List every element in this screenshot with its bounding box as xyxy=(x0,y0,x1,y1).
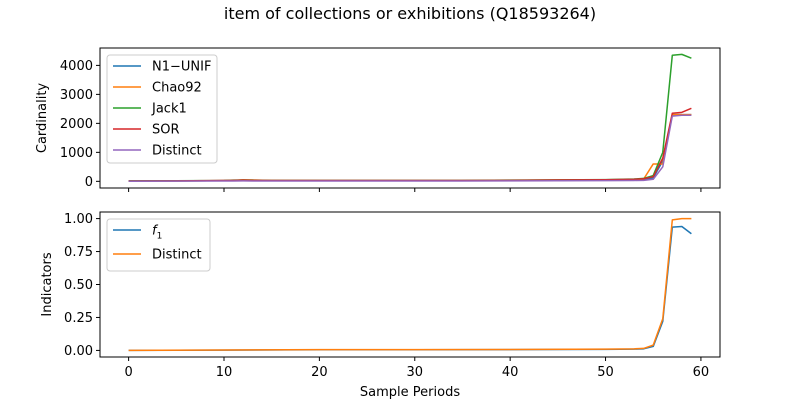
y-tick-label: 0.75 xyxy=(64,245,93,260)
y-axis-label: Cardinality xyxy=(35,83,50,154)
x-tick-label: 0 xyxy=(124,365,132,380)
x-tick-label: 50 xyxy=(597,365,614,380)
x-tick-label: 20 xyxy=(311,365,328,380)
cardinality-chart: 0 1000 2000 3000 4000 Cardinality N1−UNIF Chao9… xyxy=(35,47,721,192)
y-tick-label: 3000 xyxy=(60,88,93,103)
y-tick-label: 0 xyxy=(85,175,93,190)
y-tick-label: 0.25 xyxy=(64,311,93,326)
y-tick-label: 0.50 xyxy=(64,278,93,293)
legend-label: Jack1 xyxy=(151,102,187,117)
axes-frame xyxy=(99,211,721,358)
y-tick-label: 2000 xyxy=(60,117,93,132)
y-axis-label: Indicators xyxy=(40,252,55,316)
legend-label: SOR xyxy=(152,123,180,138)
series-line xyxy=(128,114,692,182)
legend-label: f1 xyxy=(152,224,162,242)
series-line xyxy=(128,217,692,352)
axes-frame xyxy=(99,47,721,189)
y-tick-label: 4000 xyxy=(60,59,93,74)
x-tick-label: 60 xyxy=(693,365,710,380)
y-tick-label: 1000 xyxy=(60,146,93,161)
legend-label: Distinct xyxy=(152,248,202,263)
series-line xyxy=(128,225,692,352)
x-tick-label: 40 xyxy=(502,365,519,380)
legend-box xyxy=(106,54,218,164)
legend: f1 Distinct xyxy=(106,218,211,272)
legend: N1−UNIF Chao92 Jack1 SOR Distinct xyxy=(106,54,218,164)
figure-title: item of collections or exhibitions (Q185… xyxy=(224,4,596,23)
x-axis-label: Sample Periods xyxy=(360,385,460,400)
legend-label: Chao92 xyxy=(152,81,202,96)
x-tick-label: 30 xyxy=(406,365,423,380)
x-tick-label: 10 xyxy=(216,365,233,380)
indicators-chart: 0 10 20 30 40 50 60 0.00 0.25 0.50 0.75 1.00 Indicat… xyxy=(40,211,721,400)
y-tick-label: 1.00 xyxy=(64,212,93,227)
legend-label: N1−UNIF xyxy=(152,60,211,75)
y-tick-label: 0.00 xyxy=(64,344,93,359)
legend-box xyxy=(106,218,211,272)
legend-label: Distinct xyxy=(152,144,202,159)
